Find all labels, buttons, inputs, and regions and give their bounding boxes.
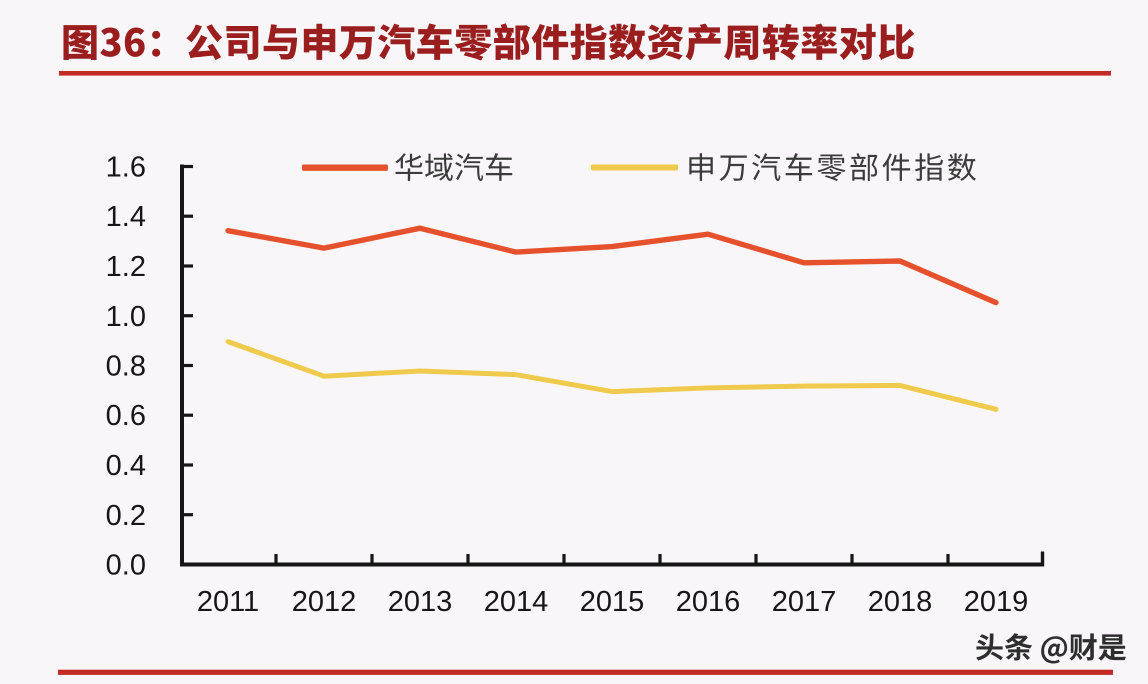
svg-text:0.8: 0.8 — [106, 351, 146, 383]
svg-text:2015: 2015 — [580, 586, 645, 618]
svg-text:2011: 2011 — [197, 586, 259, 618]
svg-text:2016: 2016 — [676, 586, 741, 618]
svg-text:1.2: 1.2 — [106, 251, 146, 283]
svg-text:2012: 2012 — [292, 586, 357, 618]
svg-text:2014: 2014 — [484, 586, 549, 618]
svg-text:0.6: 0.6 — [106, 400, 146, 432]
svg-text:0.4: 0.4 — [106, 450, 146, 482]
svg-text:0.2: 0.2 — [106, 500, 146, 532]
svg-text:2019: 2019 — [964, 586, 1029, 618]
svg-text:1.6: 1.6 — [106, 152, 146, 184]
svg-text:1.4: 1.4 — [106, 201, 146, 233]
svg-text:0.0: 0.0 — [106, 550, 146, 582]
svg-text:2018: 2018 — [868, 586, 933, 618]
svg-text:1.0: 1.0 — [106, 301, 146, 333]
svg-text:2017: 2017 — [772, 586, 837, 618]
svg-text:2013: 2013 — [388, 586, 453, 618]
